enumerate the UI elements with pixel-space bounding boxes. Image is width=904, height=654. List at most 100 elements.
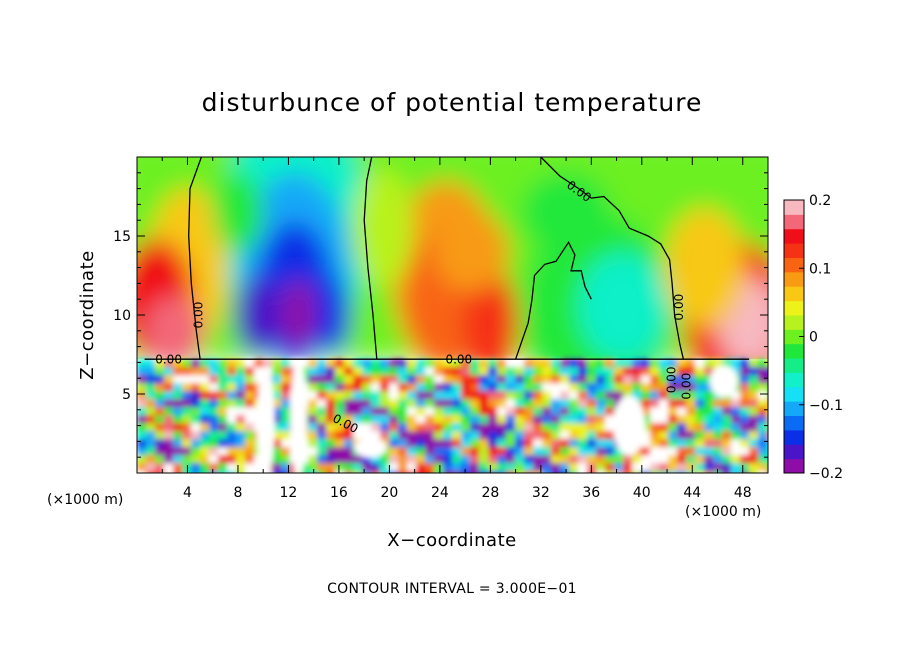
lower-field-cell [380, 455, 390, 465]
lower-field-cell [254, 375, 264, 385]
lower-field-cell [488, 463, 498, 473]
lower-field-cell [713, 455, 723, 465]
lower-field-cell [389, 399, 399, 409]
lower-field-cell [371, 431, 381, 441]
upper-field-feature [521, 172, 612, 253]
lower-field-cell [731, 423, 741, 433]
lower-field-cell [488, 455, 498, 465]
lower-field-cell [308, 423, 318, 433]
colorbar-swatch [784, 243, 804, 258]
lower-field-cell [731, 439, 741, 449]
lower-white-patch [613, 395, 646, 456]
lower-field-cell [362, 431, 372, 441]
lower-field-cell [758, 391, 768, 401]
lower-field-cell [137, 439, 147, 449]
lower-field-cell [407, 399, 417, 409]
lower-field-cell [389, 383, 399, 393]
contour-zero-notch [514, 241, 592, 360]
lower-field-cell [551, 447, 561, 457]
lower-field-cell [416, 383, 426, 393]
lower-field-cell [731, 447, 741, 457]
lower-field-cell [506, 407, 516, 417]
lower-field-cell [227, 399, 237, 409]
lower-field-cell [335, 367, 345, 377]
lower-field-cell [218, 423, 228, 433]
lower-field-cell [569, 423, 579, 433]
lower-field-cell [470, 431, 480, 441]
lower-field-cell [749, 375, 759, 385]
lower-field-cell [623, 367, 633, 377]
lower-field-cell [749, 439, 759, 449]
lower-field-cell [578, 359, 588, 369]
lower-field-cell [659, 375, 669, 385]
lower-field-cell [578, 447, 588, 457]
lower-field-cell [560, 439, 570, 449]
lower-field-cell [326, 399, 336, 409]
lower-field-cell [281, 367, 291, 377]
lower-field-cell [596, 447, 606, 457]
lower-field-cell [506, 423, 516, 433]
lower-field-cell [731, 359, 741, 369]
lower-field-cell [317, 407, 327, 417]
lower-field-cell [425, 431, 435, 441]
lower-field-cell [299, 463, 309, 473]
lower-field-cell [137, 463, 147, 473]
lower-field-cell [227, 455, 237, 465]
lower-field-cell [155, 471, 165, 473]
lower-field-cell [137, 399, 147, 409]
lower-field-cell [488, 359, 498, 369]
lower-field-cell [236, 359, 246, 369]
lower-field-cell [200, 439, 210, 449]
lower-field-cell [173, 359, 183, 369]
lower-field-cell [272, 447, 282, 457]
lower-field-cell [281, 463, 291, 473]
lower-field-cell [434, 407, 444, 417]
lower-field-cell [515, 447, 525, 457]
lower-field-cell [155, 391, 165, 401]
lower-field-cell [164, 431, 174, 441]
lower-field-cell [578, 431, 588, 441]
lower-field-cell [200, 431, 210, 441]
lower-field-cell [461, 399, 471, 409]
lower-field-cell [245, 463, 255, 473]
lower-field-cell [569, 471, 579, 473]
lower-field-cell [758, 415, 768, 425]
lower-field-cell [200, 471, 210, 473]
lower-field-cell [740, 383, 750, 393]
lower-field-cell [389, 359, 399, 369]
lower-field-cell [236, 383, 246, 393]
lower-field-cell [479, 423, 489, 433]
lower-field-cell [272, 423, 282, 433]
lower-field-cell [398, 399, 408, 409]
lower-field-cell [218, 359, 228, 369]
lower-field-cell [524, 455, 534, 465]
lower-field-cell [668, 447, 678, 457]
lower-field-cell [308, 439, 318, 449]
lower-field-cell [173, 415, 183, 425]
lower-field-cell [713, 399, 723, 409]
lower-field-cell [479, 383, 489, 393]
lower-field-cell [596, 399, 606, 409]
lower-field-cell [416, 399, 426, 409]
lower-field-cell [362, 471, 372, 473]
lower-field-cell [452, 415, 462, 425]
lower-field-cell [605, 463, 615, 473]
lower-field-cell [758, 455, 768, 465]
lower-field-cell [371, 399, 381, 409]
lower-field-cell [452, 399, 462, 409]
lower-field-cell [362, 399, 372, 409]
lower-field-cell [236, 375, 246, 385]
lower-field-cell [677, 455, 687, 465]
lower-field-cell [677, 463, 687, 473]
lower-field-cell [326, 375, 336, 385]
lower-field-cell [218, 463, 228, 473]
lower-field-cell [173, 463, 183, 473]
lower-field-cell [686, 463, 696, 473]
lower-field-cell [317, 383, 327, 393]
lower-field-cell [344, 439, 354, 449]
lower-field-cell [164, 455, 174, 465]
y-axis-label: Z−coordinate [77, 250, 98, 379]
lower-field-cell [434, 455, 444, 465]
lower-field-cell [605, 447, 615, 457]
lower-field-cell [155, 455, 165, 465]
